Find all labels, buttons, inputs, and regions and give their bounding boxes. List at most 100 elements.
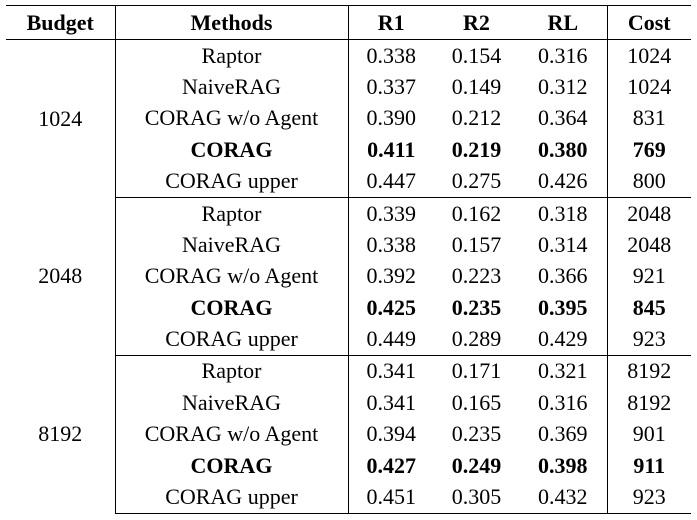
rl-cell: 0.314 [538, 231, 588, 257]
r1-cell: 0.447 [348, 165, 434, 198]
cost-cell: 901 [606, 418, 691, 451]
header-methods: Methods [114, 5, 349, 40]
r2-cell: 0.275 [434, 165, 519, 198]
r1-cell: 0.341 [366, 389, 417, 415]
budget-cell: 8192 [38, 421, 83, 447]
r2-cell: 0.171 [451, 358, 502, 384]
rl-cell: 0.369 [538, 421, 588, 447]
rl-cell: 0.429 [519, 323, 607, 356]
rl-cell: 0.432 [519, 481, 607, 514]
r1-cell: 0.449 [348, 323, 434, 356]
r2-cell: 0.149 [451, 73, 502, 99]
r1-cell: 0.338 [366, 42, 417, 68]
r1-cell: 0.425 [366, 295, 417, 321]
r2-cell: 0.154 [451, 42, 502, 68]
table-row: CORAG upper 0.449 0.289 0.429 923 [6, 323, 691, 356]
method-cell: CORAG upper [114, 481, 349, 514]
r2-cell: 0.249 [451, 453, 502, 479]
table-row: CORAG upper 0.447 0.275 0.426 800 [6, 165, 691, 198]
r2-cell: 0.235 [451, 421, 502, 447]
rl-cell: 0.312 [538, 73, 588, 99]
rl-cell: 0.316 [538, 389, 588, 415]
rl-cell: 0.316 [538, 42, 588, 68]
method-cell: CORAG w/o Agent [114, 418, 349, 451]
r2-cell: 0.212 [451, 105, 502, 131]
cost-cell: 8192 [606, 355, 691, 388]
r2-cell: 0.162 [451, 200, 502, 226]
cost-cell: 8192 [606, 387, 691, 419]
rl-cell: 0.395 [538, 295, 588, 321]
method-cell: CORAG w/o Agent [114, 260, 349, 293]
r1-cell: 0.337 [366, 73, 417, 99]
budget-group: 2048 Raptor 0.339 0.162 0.318 2048 NaiveRAG 0.3… [6, 197, 691, 356]
r1-cell: 0.392 [366, 263, 417, 289]
r2-cell: 0.235 [451, 295, 502, 321]
cost-cell: 921 [606, 260, 691, 293]
rl-cell: 0.398 [538, 453, 588, 479]
r2-cell: 0.165 [451, 389, 502, 415]
table-row: NaiveRAG 0.341 0.165 0.316 8192 [6, 387, 691, 419]
header-budget: Budget [6, 5, 115, 40]
header-row: Budget Methods R1 R2 RL Cost [6, 5, 691, 40]
rl-cell: 0.380 [538, 137, 588, 163]
table-row: CORAG 0.425 0.235 0.395 845 [6, 292, 691, 324]
r2-cell: 0.219 [451, 137, 502, 163]
table-row: CORAG 0.427 0.249 0.398 911 [6, 450, 691, 482]
method-cell: CORAG [114, 292, 349, 324]
method-cell: NaiveRAG [114, 229, 349, 261]
header-r1: R1 [348, 5, 434, 40]
cost-cell: 1024 [606, 71, 691, 103]
table-row: CORAG w/o Agent 0.394 0.235 0.369 901 [6, 418, 691, 451]
cost-cell: 800 [606, 165, 691, 198]
r1-cell: 0.427 [366, 453, 417, 479]
table-header: Budget Methods R1 R2 RL Cost [6, 5, 691, 40]
table-row: NaiveRAG 0.338 0.157 0.314 2048 [6, 229, 691, 261]
cost-cell: 769 [606, 134, 691, 166]
r2-cell: 0.305 [434, 481, 519, 514]
method-cell: NaiveRAG [114, 71, 349, 103]
r1-cell: 0.411 [367, 137, 416, 163]
method-cell: NaiveRAG [114, 387, 349, 419]
cost-cell: 2048 [606, 197, 691, 230]
r1-cell: 0.338 [366, 231, 417, 257]
method-cell: Raptor [114, 197, 349, 230]
table-row: 8192 Raptor 0.341 0.171 0.321 8192 [6, 355, 691, 445]
rl-cell: 0.366 [538, 263, 588, 289]
cost-cell: 923 [606, 481, 691, 514]
budget-group: 1024 Raptor 0.338 0.154 0.316 1024 NaiveRAG 0.3… [6, 39, 691, 198]
header-r2: R2 [434, 5, 519, 40]
cost-cell: 923 [606, 323, 691, 356]
r2-cell: 0.289 [434, 323, 519, 356]
cost-cell: 845 [606, 292, 691, 324]
method-cell: Raptor [114, 39, 349, 72]
table-row: CORAG upper 0.451 0.305 0.432 923 [6, 481, 691, 514]
rl-cell: 0.364 [538, 105, 588, 131]
table-row: 1024 Raptor 0.338 0.154 0.316 1024 [6, 39, 691, 129]
method-cell: Raptor [114, 355, 349, 388]
results-table: Budget Methods R1 R2 RL Cost 1024 Raptor 0… [6, 5, 691, 514]
method-cell: CORAG upper [114, 323, 349, 356]
r1-cell: 0.394 [366, 421, 417, 447]
header-rl: RL [519, 5, 607, 40]
cost-cell: 1024 [606, 39, 691, 72]
rl-cell: 0.321 [538, 358, 588, 384]
table-row: CORAG w/o Agent 0.390 0.212 0.364 831 [6, 102, 691, 135]
r1-cell: 0.390 [366, 105, 417, 131]
cost-cell: 831 [606, 102, 691, 135]
method-cell: CORAG w/o Agent [114, 102, 349, 135]
table-row: NaiveRAG 0.337 0.149 0.312 1024 [6, 71, 691, 103]
table-row: 2048 Raptor 0.339 0.162 0.318 2048 [6, 197, 691, 287]
method-cell: CORAG upper [114, 165, 349, 198]
header-cost: Cost [606, 5, 691, 40]
table-row: CORAG 0.411 0.219 0.380 769 [6, 134, 691, 166]
table-row: CORAG w/o Agent 0.392 0.223 0.366 921 [6, 260, 691, 293]
rl-cell: 0.426 [519, 165, 607, 198]
r1-cell: 0.451 [348, 481, 434, 514]
budget-cell: 2048 [38, 263, 83, 289]
r2-cell: 0.157 [451, 231, 502, 257]
cost-cell: 911 [606, 450, 691, 482]
method-cell: CORAG [114, 134, 349, 166]
method-cell: CORAG [114, 450, 349, 482]
r2-cell: 0.223 [451, 263, 502, 289]
budget-cell: 1024 [38, 105, 83, 131]
